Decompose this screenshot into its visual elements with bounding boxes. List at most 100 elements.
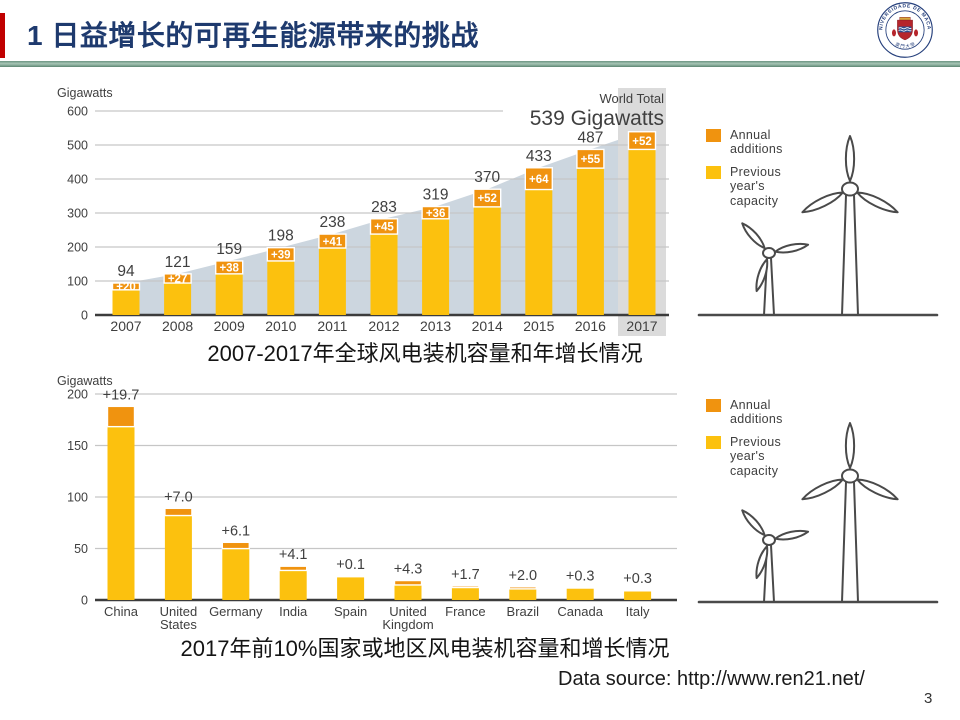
svg-text:198: 198: [268, 228, 294, 245]
svg-text:500: 500: [67, 139, 88, 153]
svg-text:Gigawatts: Gigawatts: [57, 86, 113, 100]
svg-text:121: 121: [165, 254, 191, 271]
svg-text:50: 50: [74, 542, 88, 556]
university-logo: UNIVERSIDADE DE MACAU 澳 門 大 學: [876, 1, 933, 58]
legend-item-annual-additions: Annual additions: [706, 128, 806, 156]
bars: [106, 405, 652, 600]
x-axis-label: India: [279, 604, 308, 619]
page-number: 3: [924, 690, 933, 707]
svg-text:487: 487: [577, 129, 603, 146]
x-axis-label: 2009: [214, 318, 245, 334]
x-axis-label: 2008: [162, 318, 193, 334]
svg-text:+0.1: +0.1: [336, 557, 365, 573]
x-axis-label: United Kingdom: [382, 604, 433, 632]
annual-additions-swatch: [706, 129, 721, 142]
x-axis-label: 2010: [265, 318, 296, 334]
svg-text:Gigawatts: Gigawatts: [57, 374, 113, 388]
wind-turbines-illustration: [697, 135, 939, 317]
svg-text:World Total: World Total: [599, 91, 664, 106]
svg-text:+39: +39: [271, 250, 291, 262]
svg-text:150: 150: [67, 439, 88, 453]
svg-text:300: 300: [67, 207, 88, 221]
svg-text:600: 600: [67, 105, 88, 119]
svg-text:+20: +20: [116, 282, 136, 294]
svg-text:+2.0: +2.0: [508, 568, 537, 584]
svg-text:100: 100: [67, 491, 88, 505]
annual-additions-label: Annual additions: [730, 398, 783, 427]
x-axis-label: 2017: [626, 318, 657, 334]
svg-text:+0.3: +0.3: [623, 571, 652, 587]
svg-text:238: 238: [319, 214, 345, 231]
svg-text:+4.1: +4.1: [279, 547, 308, 563]
svg-text:+19.7: +19.7: [103, 387, 140, 403]
slide-title: 1 日益增长的可再生能源带来的挑战: [27, 20, 479, 51]
x-axis-label: Spain: [334, 604, 367, 619]
x-axis-label: 2012: [368, 318, 399, 334]
svg-text:+1.7: +1.7: [451, 567, 480, 583]
x-axis-label: 2014: [472, 318, 503, 334]
data-source-text: Data source: http://www.ren21.net/: [558, 668, 865, 690]
top-countries-wind-chart: 0 50 100 150 200 +19.7 China +7.0 United States +6…: [57, 374, 677, 632]
legend-item-previous-capacity: Previous year's capacity: [706, 435, 806, 478]
global-wind-capacity-chart: 0 100 200 300 400 500 600 94 +20 2007 121 +27 2008 15…: [57, 86, 669, 336]
x-axis-label: 2016: [575, 318, 606, 334]
x-axis-label: 2011: [317, 318, 347, 334]
svg-text:200: 200: [67, 388, 88, 402]
svg-text:370: 370: [474, 169, 500, 186]
svg-text:200: 200: [67, 241, 88, 255]
annual-additions-label: Annual additions: [730, 128, 783, 157]
previous-capacity-swatch: [706, 166, 721, 180]
annual-additions-swatch: [706, 399, 721, 412]
svg-text:+6.1: +6.1: [221, 523, 250, 539]
x-axis-label: 2015: [523, 318, 554, 334]
svg-text:100: 100: [67, 275, 88, 289]
legend-item-annual-additions: Annual additions: [706, 398, 806, 426]
chart2-legend: Annual additions Previous year's capacit…: [706, 398, 806, 487]
svg-text:400: 400: [67, 173, 88, 187]
x-axis-label: 2007: [110, 318, 141, 334]
x-axis-label: United States: [160, 604, 198, 632]
svg-text:0: 0: [81, 309, 88, 323]
svg-text:+45: +45: [374, 222, 394, 234]
svg-text:+52: +52: [477, 193, 497, 205]
x-axis-label: Germany: [209, 604, 263, 619]
svg-text:159: 159: [216, 241, 242, 258]
svg-text:433: 433: [526, 148, 552, 165]
green-divider: [0, 61, 960, 67]
svg-text:+7.0: +7.0: [164, 489, 193, 505]
previous-capacity-label: Previous year's capacity: [730, 435, 782, 478]
svg-text:+38: +38: [219, 263, 239, 275]
svg-text:+4.3: +4.3: [394, 562, 423, 578]
x-axis-label: Italy: [626, 604, 650, 619]
svg-text:94: 94: [117, 263, 135, 280]
svg-text:283: 283: [371, 199, 397, 216]
chart1-caption: 2007-2017年全球风电装机容量和年增长情况: [207, 341, 643, 366]
x-axis-label: 2013: [420, 318, 451, 334]
svg-text:+36: +36: [426, 208, 446, 220]
svg-text:+41: +41: [323, 236, 343, 248]
svg-text:+64: +64: [529, 174, 549, 186]
svg-text:+27: +27: [168, 274, 188, 286]
svg-text:+52: +52: [632, 136, 652, 148]
wind-turbines-illustration: [697, 422, 939, 604]
chart2-caption: 2017年前10%国家或地区风电装机容量和增长情况: [180, 636, 670, 661]
bars: [111, 131, 657, 315]
x-axis-label: Brazil: [507, 604, 540, 619]
svg-text:澳 門 大 學: 澳 門 大 學: [894, 40, 916, 50]
svg-text:0: 0: [81, 594, 88, 608]
x-axis-label: Canada: [557, 604, 603, 619]
x-axis-label: China: [104, 604, 139, 619]
x-axis-label: France: [445, 604, 485, 619]
gridlines: 0 50 100 150 200: [67, 388, 677, 608]
legend-item-previous-capacity: Previous year's capacity: [706, 165, 806, 208]
svg-text:319: 319: [423, 187, 449, 204]
logo-crest: [891, 17, 919, 41]
previous-capacity-label: Previous year's capacity: [730, 165, 782, 208]
svg-text:+0.3: +0.3: [566, 568, 595, 584]
svg-text:539 Gigawatts: 539 Gigawatts: [530, 107, 664, 130]
red-accent-bar: [0, 13, 5, 58]
chart1-legend: Annual additions Previous year's capacit…: [706, 128, 806, 217]
previous-capacity-swatch: [706, 436, 721, 450]
svg-text:+55: +55: [581, 154, 601, 166]
